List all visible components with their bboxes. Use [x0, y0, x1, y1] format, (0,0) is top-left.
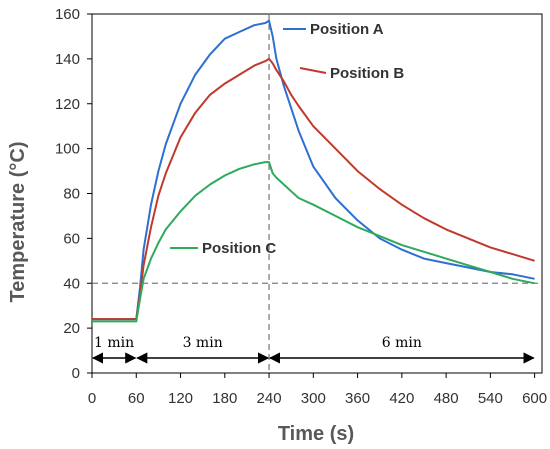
series-label-line-position-b — [299, 67, 327, 74]
y-tick-label: 20 — [63, 320, 80, 337]
x-tick-label: 420 — [389, 390, 414, 407]
series-label-position-c: Position C — [202, 240, 276, 257]
x-tick-label: 300 — [301, 390, 326, 407]
y-tick-label: 140 — [55, 51, 80, 68]
y-axis: 0 20 40 60 80 100 120 140 160 — [55, 6, 92, 382]
y-tick-label: 60 — [63, 230, 80, 247]
x-tick-label: 240 — [257, 390, 282, 407]
y-axis-title: Temperature (°C) — [7, 142, 29, 303]
phase-label: 6 min — [382, 335, 422, 351]
x-tick-label: 0 — [88, 390, 96, 407]
y-tick-label: 160 — [55, 6, 80, 23]
x-tick-label: 120 — [168, 390, 193, 407]
x-tick-label: 180 — [212, 390, 237, 407]
y-tick-label: 120 — [55, 96, 80, 113]
series-label-position-b: Position B — [330, 65, 404, 82]
x-tick-label: 480 — [434, 390, 459, 407]
series-layer — [92, 19, 535, 323]
reference-lines — [92, 14, 542, 373]
x-tick-label: 540 — [478, 390, 503, 407]
x-axis: 0 60 120 180 240 300 360 420 480 540 600 — [88, 373, 547, 407]
y-tick-label: 100 — [55, 141, 80, 158]
phase-label: 1 min — [94, 335, 134, 351]
series-line-position-b — [92, 57, 535, 321]
phase-label: 3 min — [183, 335, 223, 351]
x-tick-label: 60 — [128, 390, 145, 407]
phase-annotations: 1 min 3 min 6 min — [91, 335, 535, 364]
x-axis-title: Time (s) — [278, 423, 354, 445]
series-labels: Position A Position B Position C — [170, 21, 404, 257]
series-label-position-a: Position A — [310, 21, 384, 38]
x-tick-label: 360 — [345, 390, 370, 407]
x-tick-label: 600 — [522, 390, 547, 407]
y-tick-label: 0 — [72, 365, 80, 382]
series-line-position-a — [92, 19, 535, 321]
series-line-position-c — [92, 161, 535, 323]
y-tick-label: 40 — [63, 275, 80, 292]
y-tick-label: 80 — [63, 186, 80, 203]
